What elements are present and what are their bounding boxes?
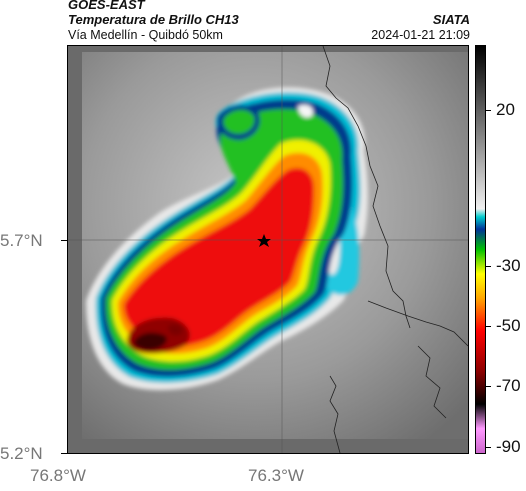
lat-tick bbox=[61, 240, 67, 241]
colorbar-label: -70 bbox=[496, 376, 521, 395]
colorbar bbox=[475, 45, 486, 454]
colorbar-label: -50 bbox=[496, 316, 521, 335]
satellite-name: GOES-EAST bbox=[68, 0, 145, 12]
lat-tick bbox=[61, 453, 67, 454]
timestamp: 2024-01-21 21:09 bbox=[371, 28, 470, 42]
colorbar-tick bbox=[486, 447, 491, 448]
lon-label-76-3: 76.3°W bbox=[248, 466, 304, 485]
location-subtitle: Vía Medellín - Quibdó 50km bbox=[68, 28, 223, 42]
colorbar-tick bbox=[486, 326, 491, 327]
organization-label: SIATA bbox=[432, 12, 470, 27]
lon-label-76-8: 76.8°W bbox=[30, 466, 86, 485]
lat-label-5-7: 5.7°N bbox=[0, 231, 43, 250]
colorbar-tick bbox=[486, 386, 491, 387]
colorbar-tick bbox=[486, 110, 491, 111]
colorbar-tick bbox=[486, 266, 491, 267]
lat-label-5-2: 5.2°N bbox=[0, 444, 43, 463]
colorbar-label: -30 bbox=[496, 256, 521, 275]
colorbar-label: -90 bbox=[496, 437, 521, 456]
product-title: Temperatura de Brillo CH13 bbox=[68, 12, 239, 27]
border-line bbox=[322, 46, 411, 329]
satellite-map[interactable] bbox=[67, 45, 469, 454]
storm-cloud bbox=[86, 87, 368, 391]
star-icon bbox=[257, 234, 271, 247]
border-line bbox=[367, 300, 468, 347]
border-line bbox=[417, 345, 447, 419]
border-line bbox=[329, 375, 341, 453]
colorbar-label: 20 bbox=[496, 100, 515, 119]
map-canvas bbox=[68, 46, 468, 453]
